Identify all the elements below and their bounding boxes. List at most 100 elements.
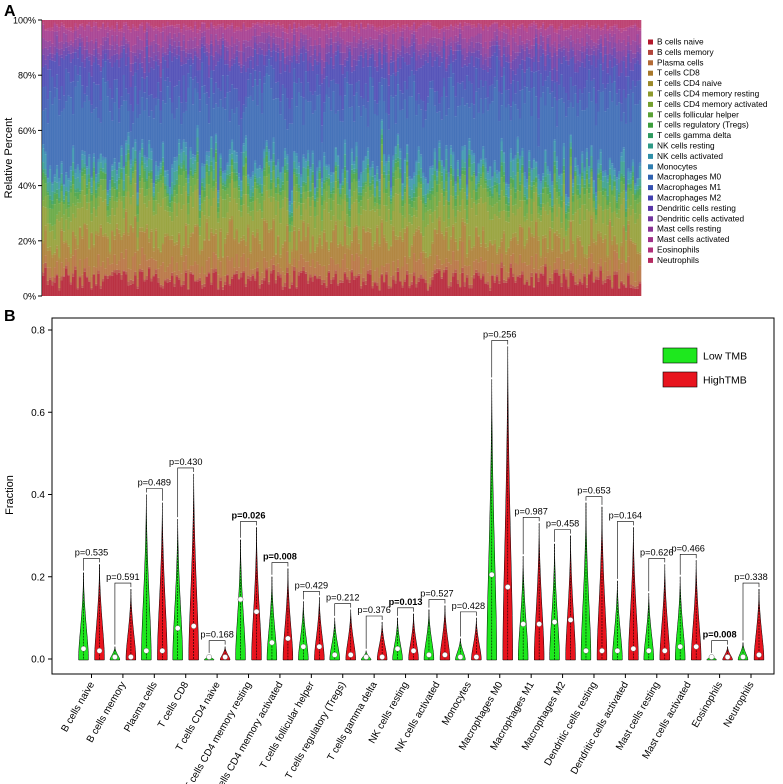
panel-a-bar-segment [182,245,186,248]
panel-a-bar-segment [85,194,89,203]
panel-a-bar-segment [173,20,176,26]
panel-a-bar-segment [182,34,186,41]
panel-a-bar-segment [118,67,121,109]
panel-a-bar-segment [532,20,536,22]
panel-a-bar-segment [419,234,423,253]
panel-a-bar-segment [51,30,54,44]
panel-a-bar-segment [171,38,174,46]
panel-a-bar-segment [387,62,391,75]
panel-a-bar-segment [48,53,52,60]
panel-a-bar-segment [366,48,370,60]
panel-a-bar-segment [528,285,531,296]
panel-a-bar-segment [115,274,119,296]
panel-a-bar-segment [553,32,557,42]
panel-a-bar-segment [399,151,402,159]
panel-a-bar-segment [362,277,365,282]
panel-a-bar-segment [226,27,229,42]
panel-a-bar-segment [51,76,54,105]
panel-a-bar-segment [217,257,220,260]
panel-a-bar-segment [251,56,255,69]
panel-a-bar-segment [355,92,358,142]
panel-a-bar-segment [461,30,464,39]
panel-a-bar-segment [189,26,193,30]
panel-a-bar-segment [521,184,524,201]
panel-a-bar-segment [389,224,393,246]
panel-a-bar-segment [115,223,119,229]
panel-a-bar-segment [55,245,59,249]
panel-a-bar-segment [141,62,144,68]
panel-a-bar-segment [286,267,289,273]
panel-a-bar-segment [500,267,504,296]
panel-a-bar-segment [196,45,199,54]
panel-a-bar-segment [94,41,98,50]
panel-a-bar-segment [81,171,84,177]
panel-a-bar-segment [217,61,220,89]
panel-a-bar-segment [267,35,271,44]
panel-a-bar-segment [465,103,469,185]
panel-a-bar-segment [535,167,538,177]
panel-a-bar-segment [518,20,522,25]
panel-a-bar-segment [431,88,434,166]
panel-a-bar-segment [44,174,47,177]
panel-a-bar-segment [528,172,531,177]
panel-a-bar-segment [553,141,557,152]
panel-a-bar-segment [468,25,471,39]
panel-a-bar-segment [558,34,561,44]
panel-a-bar-segment [131,227,135,233]
panel-a-bar-segment [171,102,174,114]
panel-a-bar-segment [440,278,444,296]
panel-a-bar-segment [83,169,87,175]
panel-a-bar-segment [191,265,195,274]
panel-a-bar-segment [161,143,165,158]
panel-a-bar-segment [498,30,501,41]
panel-a-bar-segment [203,239,206,241]
panel-a-bar-segment [442,221,446,236]
panel-a-bar-segment [53,46,57,55]
panel-a-bar-segment [449,264,453,282]
panel-a-bar-segment [343,271,347,274]
panel-a-bar-segment [523,26,527,31]
panel-a-bar-segment [357,273,361,276]
panel-a-bar-segment [320,47,324,60]
panel-a-bar-segment [318,179,322,189]
panel-a-bar-segment [111,45,114,57]
panel-a-bar-segment [111,179,114,188]
panel-a-bar-segment [410,197,414,201]
panel-a-bar-segment [539,255,543,258]
panel-a-bar-segment [108,111,112,181]
panel-a-bar-segment [385,44,388,53]
panel-a-bar-segment [415,49,418,61]
panel-a-bar-segment [249,198,252,203]
panel-a-bar-segment [48,277,52,280]
panel-a-bar-segment [329,26,333,28]
panel-a-bar-segment [205,275,209,277]
panel-a-bar-segment [88,280,91,282]
panel-a-bar-segment [498,283,501,296]
panel-a-bar-segment [523,186,527,195]
panel-a-bar-segment [244,107,248,136]
panel-a-bar-segment [523,262,527,284]
panel-a-bar-segment [560,196,563,201]
panel-a-bar-segment [323,229,326,233]
panel-a-bar-segment [214,182,218,189]
panel-a-bar-segment [553,82,557,98]
panel-a-bar-segment [187,288,190,290]
panel-a-bar-segment [58,42,61,50]
panel-a-bar-segment [417,104,421,147]
panel-a-bar-segment [424,60,428,111]
panel-a-bar-segment [332,53,335,66]
panel-a-bar-segment [180,175,183,195]
panel-a-bar-segment [276,178,280,185]
panel-a-bar-segment [65,172,68,176]
panel-a-bar-segment [343,77,347,96]
panel-a-bar-segment [205,160,209,164]
panel-a-bar-segment [67,50,70,54]
panel-a-bar-segment [341,173,345,182]
panel-a-bar-segment [127,111,130,133]
panel-a-bar-segment [336,283,340,286]
panel-a-bar-segment [558,203,561,208]
panel-a-bar-segment [48,181,52,196]
panel-a-bar-segment [88,25,91,43]
panel-a-bar-segment [235,172,239,176]
panel-a-bar-segment [300,48,303,54]
